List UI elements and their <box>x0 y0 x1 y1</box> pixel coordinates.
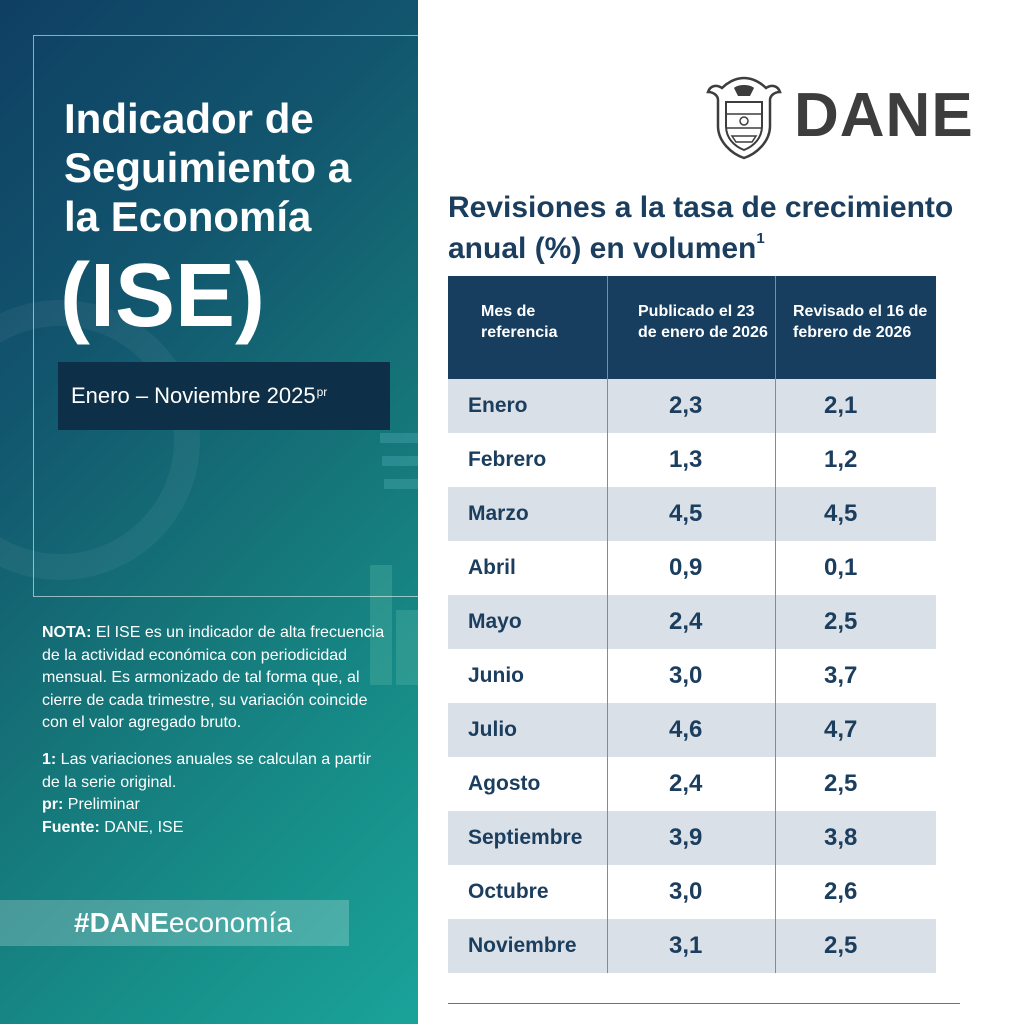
table-header-row: Mes de referencia Publicado el 23 de ene… <box>448 276 936 379</box>
table-row: Junio 3,0 3,7 <box>448 649 936 703</box>
cell-revised: 2,5 <box>775 757 936 811</box>
note-1: 1: Las variaciones anuales se calculan a… <box>42 749 392 794</box>
table-row: Enero 2,3 2,1 <box>448 379 936 433</box>
cell-published: 2,4 <box>607 757 775 811</box>
table-row: Septiembre 3,9 3,8 <box>448 811 936 865</box>
header-publicado: Publicado el 23 de enero de 2026 <box>607 276 775 379</box>
hashtag-banner: #DANE economía <box>0 900 349 946</box>
note-nota-text: El ISE es un indicador de alta frecuenci… <box>42 624 385 732</box>
decorative-bar <box>382 456 418 466</box>
table-heading-text: Revisiones a la tasa de crecimiento anua… <box>448 191 954 265</box>
hashtag-rest: economía <box>168 907 292 938</box>
hashtag-bold: #DANE <box>74 907 169 938</box>
table-heading-superscript: 1 <box>756 230 765 247</box>
cell-published: 3,1 <box>607 919 775 973</box>
header-revisado: Revisado el 16 de febrero de 2026 <box>775 276 936 379</box>
cell-revised: 2,5 <box>775 919 936 973</box>
header-mes: Mes de referencia <box>481 303 558 341</box>
note-1-text: Las variaciones anuales se calculan a pa… <box>42 750 372 791</box>
note-pr-label: pr: <box>42 796 64 814</box>
decorative-column <box>370 565 392 685</box>
period-superscript: pr <box>316 385 328 399</box>
note-1-label: 1: <box>42 750 57 768</box>
bottom-divider <box>448 1003 960 1004</box>
cell-month: Octubre <box>468 880 549 903</box>
cell-revised: 2,5 <box>775 595 936 649</box>
cell-month: Febrero <box>468 448 547 471</box>
note-nota-label: NOTA: <box>42 624 92 641</box>
cell-revised: 1,2 <box>775 433 936 487</box>
cell-published: 2,3 <box>607 379 775 433</box>
table-row: Mayo 2,4 2,5 <box>448 595 936 649</box>
table-row: Agosto 2,4 2,5 <box>448 757 936 811</box>
cell-month: Abril <box>468 556 516 579</box>
cell-revised: 3,7 <box>775 649 936 703</box>
decorative-bar <box>380 433 418 443</box>
note-nota: NOTA: El ISE es un indicador de alta fre… <box>42 622 392 735</box>
cell-revised: 2,6 <box>775 865 936 919</box>
cell-published: 3,0 <box>607 649 775 703</box>
note-pr-text: Preliminar <box>63 796 140 814</box>
decorative-bar <box>384 479 418 489</box>
table-row: Julio 4,6 4,7 <box>448 703 936 757</box>
cell-published: 1,3 <box>607 433 775 487</box>
cell-month: Marzo <box>468 502 529 525</box>
left-panel: Indicador de Seguimiento a la Economía (… <box>0 0 418 1024</box>
table-heading: Revisiones a la tasa de crecimiento anua… <box>448 190 1008 266</box>
table-body: Enero 2,3 2,1 Febrero 1,3 1,2 Marzo 4,5 4,5 Ab… <box>448 379 936 973</box>
notes: NOTA: El ISE es un indicador de alta fre… <box>42 622 392 839</box>
cell-revised: 4,5 <box>775 487 936 541</box>
cell-month: Junio <box>468 664 524 687</box>
cell-month: Enero <box>468 394 528 417</box>
period-text: Enero – Noviembre 2025 <box>71 383 316 408</box>
note-fuente: Fuente: DANE, ISE <box>42 817 392 840</box>
cell-revised: 0,1 <box>775 541 936 595</box>
note-fuente-text: DANE, ISE <box>99 818 184 836</box>
cell-month: Julio <box>468 718 518 741</box>
colombia-coat-of-arms-icon <box>706 76 782 160</box>
title-frame <box>33 35 418 597</box>
page-title: Indicador de Seguimiento a la Economía <box>64 95 352 240</box>
cell-published: 4,5 <box>607 487 775 541</box>
cell-revised: 3,8 <box>775 811 936 865</box>
table-row: Marzo 4,5 4,5 <box>448 487 936 541</box>
cell-published: 2,4 <box>607 595 775 649</box>
table-row: Octubre 3,0 2,6 <box>448 865 936 919</box>
period-label: Enero – Noviembre 2025 pr <box>58 362 390 430</box>
title-acronym: (ISE) <box>60 246 266 346</box>
note-pr: pr: Preliminar <box>42 794 392 817</box>
cell-month: Agosto <box>468 772 541 795</box>
cell-revised: 4,7 <box>775 703 936 757</box>
cell-revised: 2,1 <box>775 379 936 433</box>
note-fuente-label: Fuente: <box>42 818 100 836</box>
cell-published: 3,9 <box>607 811 775 865</box>
decorative-column <box>396 610 418 685</box>
cell-published: 4,6 <box>607 703 775 757</box>
cell-month: Noviembre <box>468 934 577 957</box>
table-row: Abril 0,9 0,1 <box>448 541 936 595</box>
revisions-table: Mes de referencia Publicado el 23 de ene… <box>448 276 936 973</box>
dane-logo: DANE <box>704 74 974 160</box>
cell-month: Septiembre <box>468 826 583 849</box>
table-row: Noviembre 3,1 2,5 <box>448 919 936 973</box>
cell-published: 3,0 <box>607 865 775 919</box>
cell-published: 0,9 <box>607 541 775 595</box>
dane-logo-text: DANE <box>794 81 974 150</box>
cell-month: Mayo <box>468 610 522 633</box>
table-row: Febrero 1,3 1,2 <box>448 433 936 487</box>
